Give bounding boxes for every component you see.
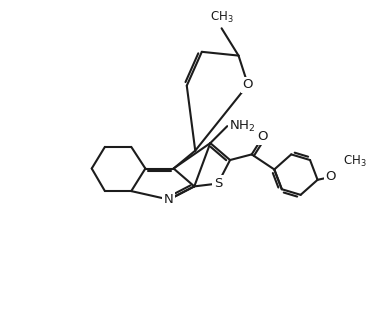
Text: O: O bbox=[326, 171, 336, 184]
Text: O: O bbox=[258, 130, 268, 143]
Text: O: O bbox=[243, 78, 253, 91]
Text: N: N bbox=[164, 193, 174, 206]
Text: CH$_3$: CH$_3$ bbox=[343, 154, 367, 169]
Text: CH$_3$: CH$_3$ bbox=[210, 10, 233, 25]
Text: S: S bbox=[214, 177, 222, 190]
Text: NH$_2$: NH$_2$ bbox=[229, 119, 255, 134]
